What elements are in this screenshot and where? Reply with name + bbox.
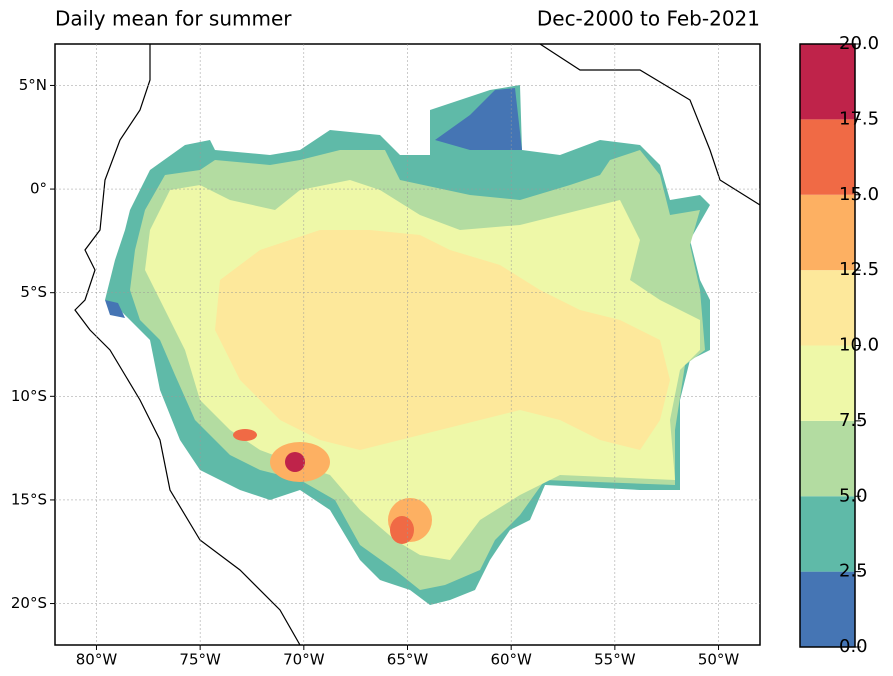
title-left: Daily mean for summer	[55, 7, 292, 31]
map-layers	[74, 43, 761, 646]
x-tick-label: 60°W	[490, 651, 532, 669]
colorbar-tick-label: 15.0	[839, 184, 879, 205]
x-tick-label: 80°W	[76, 651, 118, 669]
colorbar-band	[800, 496, 855, 572]
colorbar-tick-label: 2.5	[839, 561, 868, 582]
y-tick-label: 5°N	[19, 76, 47, 94]
north-blue	[435, 88, 522, 150]
colorbar-tick-label: 5.0	[839, 485, 868, 506]
y-tick-label: 0°	[30, 180, 47, 198]
region-light-orange	[215, 230, 670, 450]
colorbar-band	[800, 194, 855, 271]
hotspot-small	[233, 429, 257, 441]
colorbar-band	[800, 270, 855, 346]
hotspot-inner	[285, 452, 305, 472]
colorbar-tick-label: 12.5	[839, 259, 879, 280]
x-tick-label: 65°W	[387, 651, 429, 669]
colorbar-band	[800, 420, 855, 497]
colorbar-tick-label: 10.0	[839, 335, 879, 356]
y-tick-label: 15°S	[11, 490, 47, 508]
x-tick-label: 50°W	[698, 651, 740, 669]
x-tick-label: 70°W	[283, 651, 325, 669]
y-tick-label: 10°S	[11, 387, 47, 405]
colorbar-tick-label: 0.0	[839, 636, 868, 657]
colorbar-tick-label: 20.0	[839, 33, 879, 54]
colorbar-band	[800, 345, 855, 421]
x-tick-label: 55°W	[594, 651, 636, 669]
colorbar-tick-label: 7.5	[839, 410, 868, 431]
colorbar-band	[800, 119, 855, 195]
hotspot-mid	[390, 516, 414, 544]
x-tick-label: 75°W	[179, 651, 221, 669]
west-blue	[105, 300, 125, 318]
y-tick-label: 5°S	[20, 283, 47, 301]
colorbar-band	[800, 44, 855, 120]
colorbar-tick-label: 17.5	[839, 108, 879, 129]
y-tick-label: 20°S	[11, 594, 47, 612]
colorbar-band	[800, 571, 855, 647]
title-right: Dec-2000 to Feb-2021	[537, 7, 760, 31]
